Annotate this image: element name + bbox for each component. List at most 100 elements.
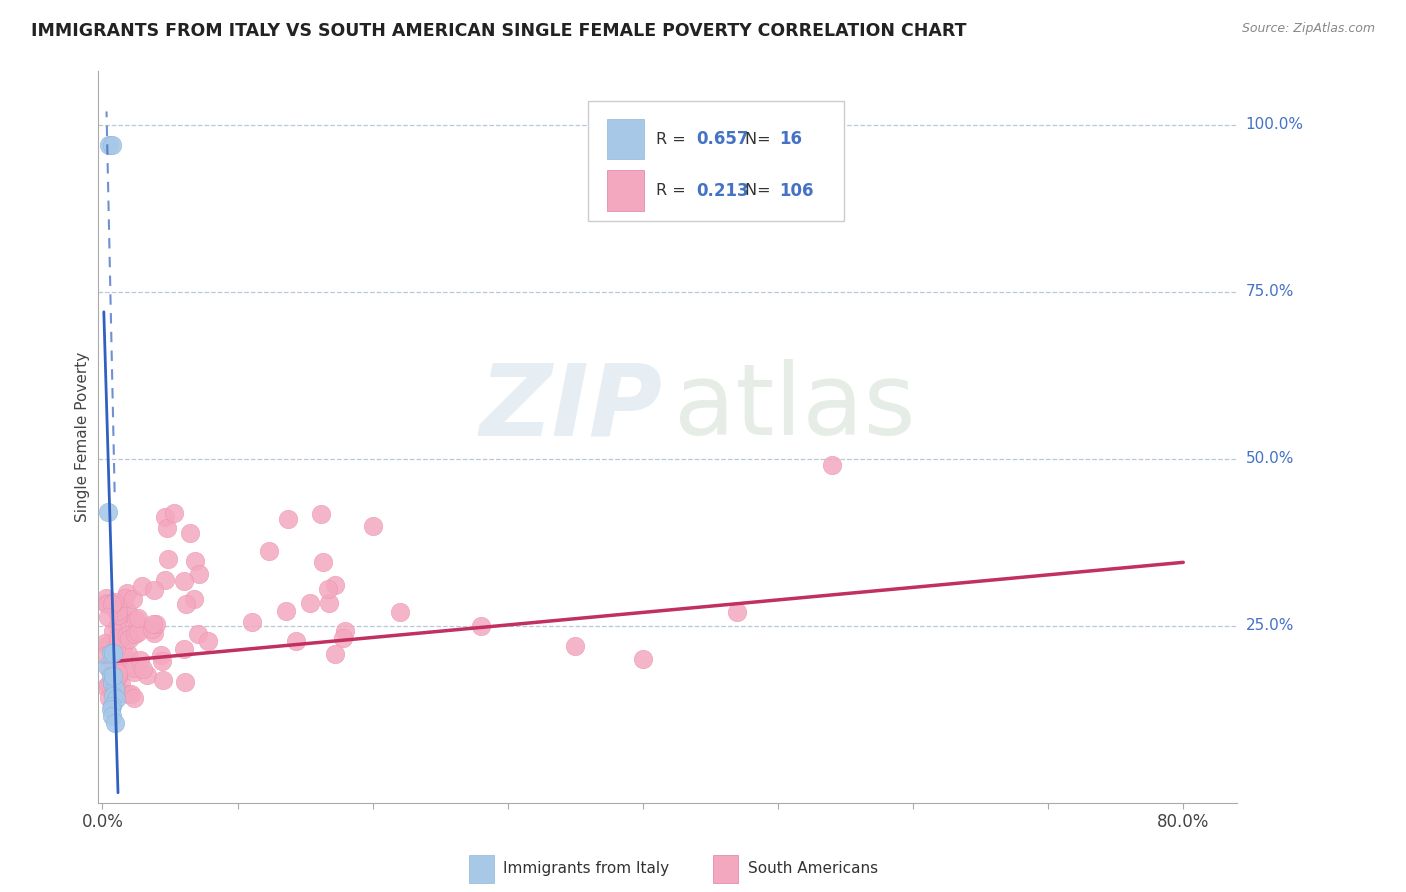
Point xyxy=(333,624,356,639)
Point xyxy=(470,619,492,633)
Point xyxy=(104,640,127,655)
Text: 0.657: 0.657 xyxy=(696,130,749,148)
Point xyxy=(564,639,586,653)
Point xyxy=(100,646,122,660)
Point xyxy=(132,662,155,676)
Point xyxy=(94,680,117,694)
Point xyxy=(97,505,120,519)
Point xyxy=(97,610,120,624)
Point xyxy=(118,629,141,643)
Point xyxy=(100,669,122,683)
Point xyxy=(101,698,124,713)
Text: 16: 16 xyxy=(779,130,803,148)
Point xyxy=(127,624,149,639)
Text: atlas: atlas xyxy=(673,359,915,457)
Point xyxy=(103,595,125,609)
Point xyxy=(110,686,132,700)
Text: 106: 106 xyxy=(779,182,814,200)
Point xyxy=(114,616,136,631)
Point xyxy=(276,512,298,526)
Point xyxy=(107,631,129,645)
Point xyxy=(323,578,346,592)
Bar xyxy=(468,855,494,882)
Text: R =: R = xyxy=(657,183,692,198)
Point xyxy=(316,582,339,597)
Point xyxy=(311,555,333,569)
Point xyxy=(631,652,654,666)
Point xyxy=(187,627,209,641)
Point xyxy=(103,599,125,614)
Point xyxy=(101,665,124,679)
Point xyxy=(142,617,165,632)
Point xyxy=(97,678,120,692)
Point xyxy=(173,574,195,588)
Point xyxy=(94,636,117,650)
Point xyxy=(124,661,146,675)
Point xyxy=(101,675,124,690)
Point xyxy=(152,673,174,687)
Point xyxy=(117,628,139,642)
Point xyxy=(118,632,141,647)
Point xyxy=(163,506,186,520)
Text: R =: R = xyxy=(657,132,692,147)
Text: 25.0%: 25.0% xyxy=(1246,618,1294,633)
Point xyxy=(103,658,125,673)
Point xyxy=(96,658,118,673)
Point xyxy=(285,634,308,648)
Point xyxy=(156,520,179,534)
Point xyxy=(100,702,122,716)
Point xyxy=(105,619,128,633)
Bar xyxy=(607,120,644,160)
Point xyxy=(98,137,121,152)
Point xyxy=(153,573,176,587)
Point xyxy=(183,592,205,607)
Point xyxy=(149,648,172,662)
Point xyxy=(94,591,117,605)
Point xyxy=(107,604,129,618)
Point xyxy=(94,596,117,610)
Point xyxy=(121,591,143,606)
Point xyxy=(107,634,129,648)
Point xyxy=(98,637,121,651)
Text: ZIP: ZIP xyxy=(479,359,662,457)
Point xyxy=(103,669,125,683)
Point xyxy=(97,690,120,705)
Point xyxy=(187,567,209,582)
Point xyxy=(299,597,322,611)
Point xyxy=(100,665,122,679)
Point xyxy=(104,671,127,685)
Point xyxy=(110,677,132,691)
Point xyxy=(157,551,180,566)
Point xyxy=(98,662,121,676)
Point xyxy=(115,585,138,599)
Point xyxy=(94,648,117,663)
Point xyxy=(103,657,125,672)
Text: 100.0%: 100.0% xyxy=(1246,118,1303,132)
Point xyxy=(122,665,145,679)
Point xyxy=(141,623,163,637)
Text: Source: ZipAtlas.com: Source: ZipAtlas.com xyxy=(1241,22,1375,36)
Point xyxy=(107,608,129,623)
Point xyxy=(257,544,280,558)
Point xyxy=(129,653,152,667)
Point xyxy=(104,715,127,730)
Point xyxy=(103,689,125,703)
Point xyxy=(111,644,134,658)
Text: N=: N= xyxy=(745,183,776,198)
Point xyxy=(101,137,124,152)
Point xyxy=(117,605,139,619)
Point xyxy=(153,510,176,524)
Point xyxy=(131,578,153,592)
Point xyxy=(124,613,146,627)
Point xyxy=(117,687,139,701)
Point xyxy=(120,658,142,673)
Point xyxy=(184,554,207,568)
Point xyxy=(120,687,142,701)
Point xyxy=(318,596,340,610)
Point xyxy=(179,526,201,541)
Point xyxy=(110,600,132,615)
Point xyxy=(136,667,159,681)
Point xyxy=(332,632,354,646)
Point xyxy=(107,668,129,682)
Point xyxy=(96,638,118,652)
